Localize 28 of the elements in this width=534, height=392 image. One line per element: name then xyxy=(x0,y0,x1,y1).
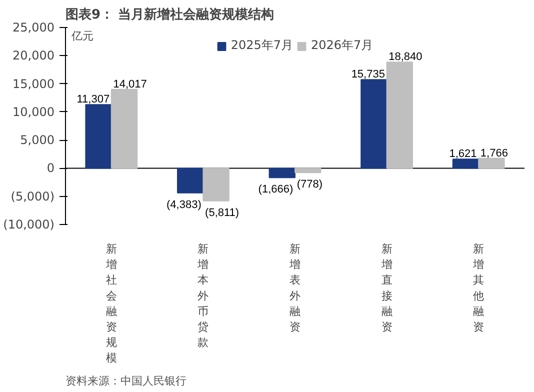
chart-title: 图表9： 当月新增社会融资规模结构 xyxy=(66,6,274,22)
y-tick-label: 25,000 xyxy=(12,20,55,34)
data-label: (778) xyxy=(296,178,323,191)
data-label: (5,811) xyxy=(205,206,240,219)
x-tick-label: 新增直接融资 xyxy=(380,242,392,334)
text: 资料来源：中国人民银行 xyxy=(66,374,186,388)
data-label: 18,840 xyxy=(388,51,422,64)
data-label: (4,383) xyxy=(166,198,202,211)
data-label: 1,621 xyxy=(449,148,477,160)
x-tick-label: 新增社会融资规模 xyxy=(104,242,117,365)
data-label: (1,666) xyxy=(258,184,294,196)
data-label: 11,307 xyxy=(76,94,110,106)
legend-label: 2026年7月 xyxy=(311,37,374,54)
legend-label: 2025年7月 xyxy=(230,37,293,54)
data-label: 15,735 xyxy=(351,68,385,81)
data-label: 1,766 xyxy=(480,147,508,160)
data-label: 14,017 xyxy=(113,78,147,90)
y-tick-label: (10,000) xyxy=(3,218,55,232)
y-tick-label: 20,000 xyxy=(12,48,55,63)
y-tick-label: 15,000 xyxy=(12,76,55,91)
x-tick-label: 新增本外币贷款 xyxy=(196,242,209,350)
y-tick-label: 5,000 xyxy=(20,133,55,148)
y-tick-label: 10,000 xyxy=(12,104,55,119)
y-axis-title: 亿元 xyxy=(70,30,94,42)
x-tick-label: 新增其他融资 xyxy=(472,242,484,334)
y-tick-label: 0 xyxy=(46,161,55,176)
x-tick-label: 新增表外融资 xyxy=(288,242,300,334)
y-tick-label: (5,000) xyxy=(10,189,54,204)
